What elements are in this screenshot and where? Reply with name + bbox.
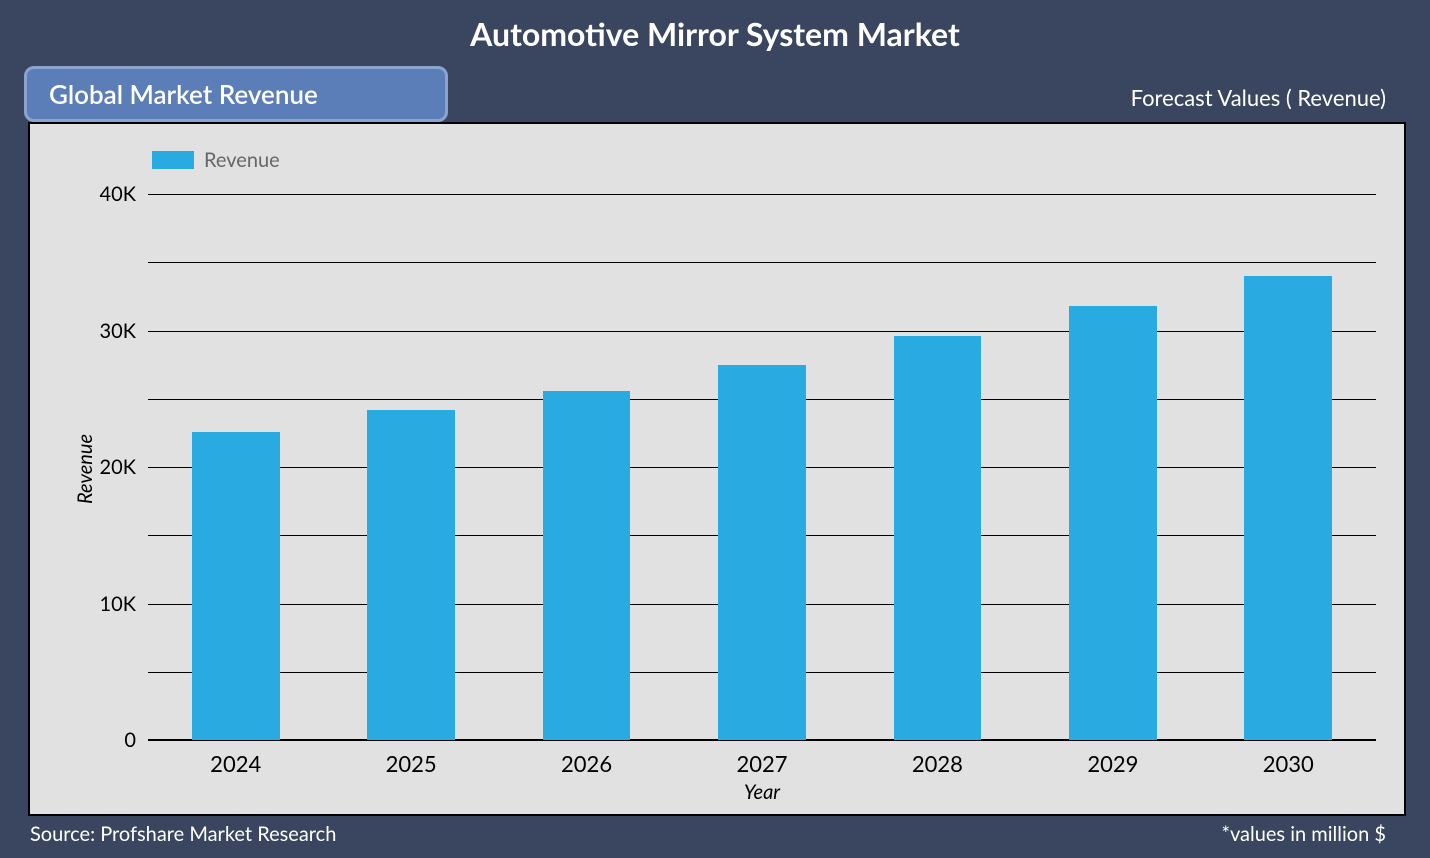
chart-title: Automotive Mirror System Market <box>0 14 1430 53</box>
x-tick-label: 2027 <box>736 740 787 777</box>
plot-area: 010K20K30K40K202420252026202720282029203… <box>148 194 1376 740</box>
bar <box>718 365 806 740</box>
y-tick-label: 20K <box>100 455 148 479</box>
y-tick-label: 10K <box>100 592 148 616</box>
revenue-badge-label: Global Market Revenue <box>49 78 318 110</box>
values-note: *values in million $ <box>1221 822 1386 846</box>
x-tick-label: 2025 <box>386 740 437 777</box>
bar <box>367 410 455 740</box>
bar <box>894 336 982 740</box>
x-axis-label: Year <box>744 780 780 804</box>
bar <box>1244 276 1332 740</box>
y-axis-label: Revenue <box>73 434 97 504</box>
gridline <box>148 262 1376 263</box>
source-label: Source: Profshare Market Research <box>30 822 336 846</box>
gridline <box>148 331 1376 332</box>
bar <box>543 391 631 740</box>
legend-label: Revenue <box>204 148 280 172</box>
chart-frame: Automotive Mirror System Market Global M… <box>0 0 1430 858</box>
x-tick-label: 2030 <box>1263 740 1314 777</box>
chart-panel: Revenue 010K20K30K40K2024202520262027202… <box>28 122 1406 816</box>
y-tick-label: 30K <box>100 319 148 343</box>
x-tick-label: 2028 <box>912 740 963 777</box>
y-tick-label: 0 <box>124 728 148 752</box>
x-tick-label: 2024 <box>210 740 261 777</box>
gridline <box>148 194 1376 195</box>
x-tick-label: 2029 <box>1087 740 1138 777</box>
revenue-badge: Global Market Revenue <box>24 66 448 122</box>
y-tick-label: 40K <box>100 182 148 206</box>
bar <box>1069 306 1157 740</box>
legend-swatch <box>152 151 194 169</box>
x-tick-label: 2026 <box>561 740 612 777</box>
chart-legend: Revenue <box>152 148 280 172</box>
bar <box>192 432 280 740</box>
forecast-label: Forecast Values ( Revenue) <box>1131 84 1386 111</box>
